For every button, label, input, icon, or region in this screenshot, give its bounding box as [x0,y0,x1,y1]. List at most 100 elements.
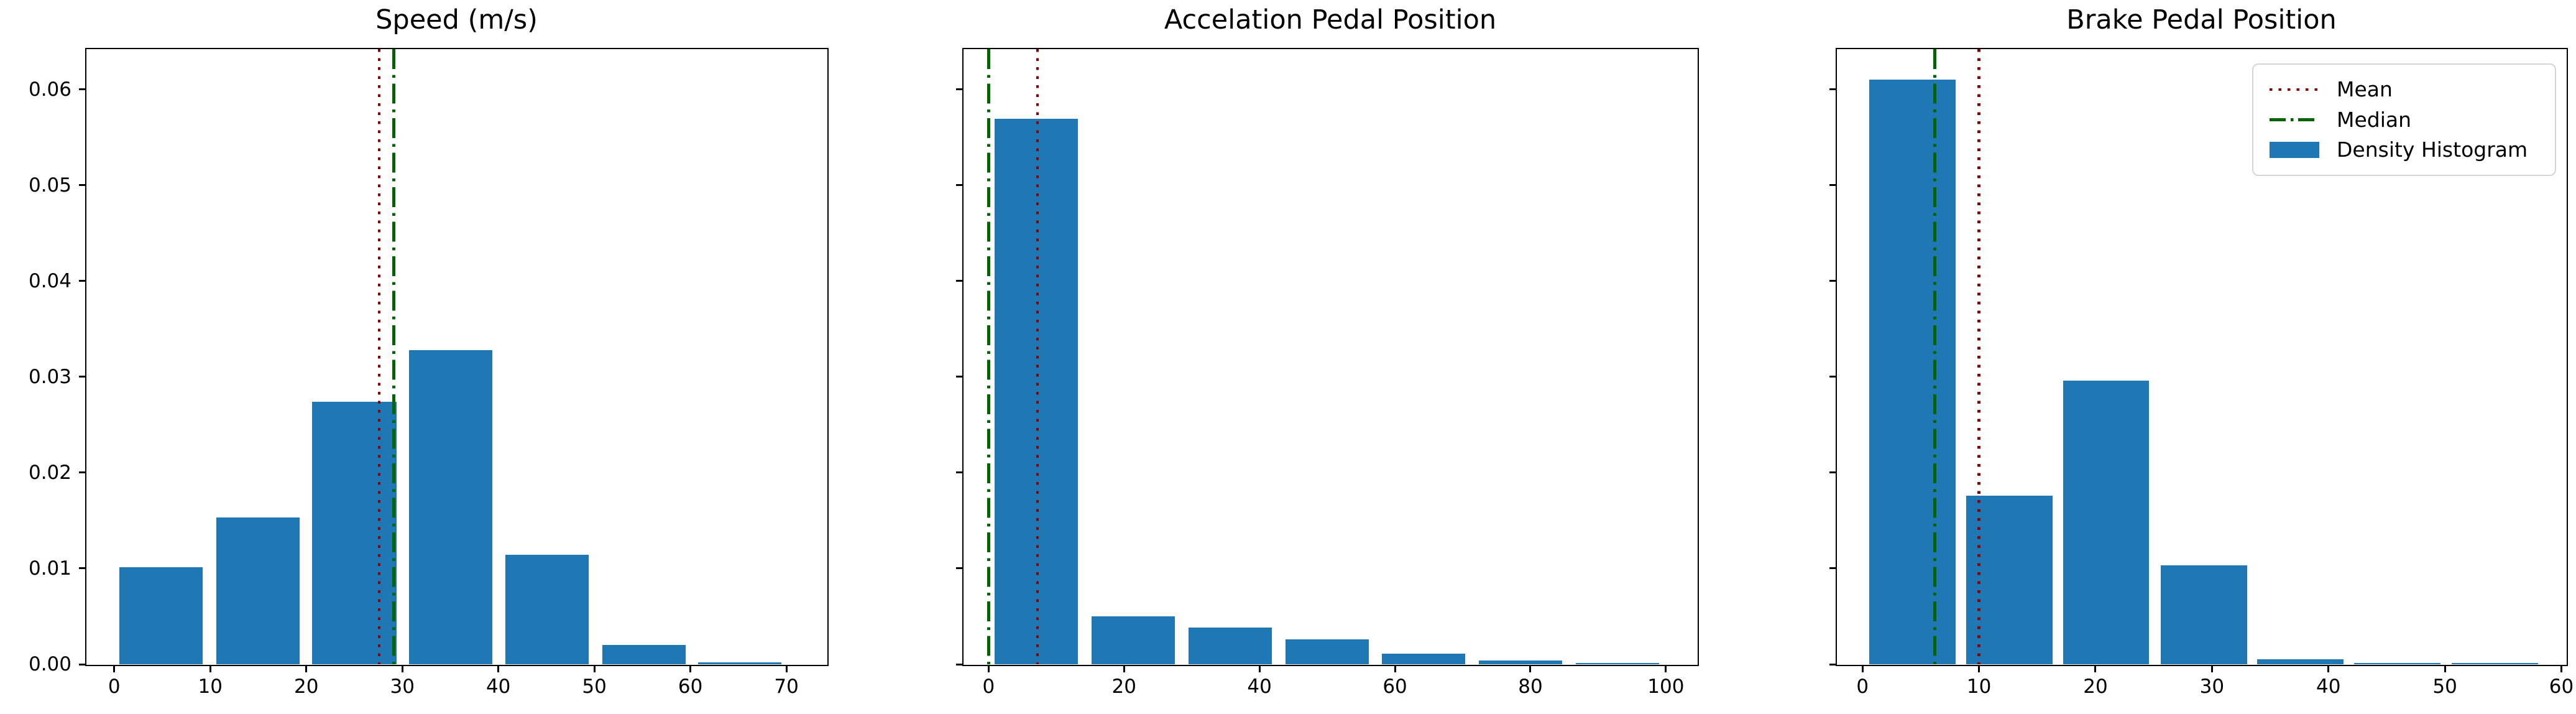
x-tick [2444,665,2446,672]
histogram-bar [1575,663,1659,664]
x-tick [401,665,403,672]
x-tick [987,665,990,672]
histogram-bar [119,567,203,664]
histogram-bar [2452,663,2539,664]
y-tick [1829,567,1836,570]
median-line [987,49,990,664]
x-tick [2094,665,2097,672]
histogram-bar [2257,659,2344,664]
x-tick-label: 40 [1247,675,1272,698]
x-tick-label: 30 [2199,675,2225,698]
x-tick [1978,665,1980,672]
x-tick-label: 60 [1382,675,1407,698]
y-tick [78,376,85,378]
x-tick-label: 100 [1647,675,1685,698]
x-tick [1861,665,1864,672]
x-tick [497,665,500,672]
x-tick [305,665,308,672]
x-tick [2210,665,2213,672]
y-tick [78,471,85,474]
y-tick [78,184,85,187]
histogram-bar [1285,639,1369,664]
y-tick [1829,471,1836,474]
x-tick [2327,665,2330,672]
x-tick-label: 60 [2549,675,2574,698]
x-tick-label: 50 [582,675,607,698]
legend-label: Mean [2337,77,2393,101]
y-tick-label: 0.02 [28,461,71,484]
x-tick [689,665,692,672]
histogram-bar [2160,565,2247,664]
y-tick [955,280,962,282]
y-tick [78,88,85,91]
x-tick [1258,665,1261,672]
x-tick-label: 60 [678,675,703,698]
subplot-title: Accelation Pedal Position [1164,4,1497,35]
legend-item: Median [2270,106,2539,134]
y-tick [955,184,962,187]
x-tick [113,665,116,672]
x-tick [1665,665,1667,672]
histogram-bar [312,401,397,664]
histogram-bar [409,350,493,664]
histogram-bar [1479,660,1563,664]
y-tick [1829,88,1836,91]
x-tick [593,665,596,672]
subplot-title: Speed (m/s) [375,4,538,35]
y-tick [955,376,962,378]
y-tick-label: 0.04 [28,269,71,292]
histogram-bar [1382,654,1466,664]
y-tick [1829,184,1836,187]
histogram-bar [2353,663,2440,664]
histogram-bar [1091,616,1175,664]
legend: Mean Median Density Histogram [2252,63,2556,176]
histogram-bar [602,645,686,664]
histogram-bar [216,517,300,664]
x-tick-label: 0 [982,675,995,698]
y-tick [78,280,85,282]
x-tick-label: 0 [1856,675,1869,698]
mean-line [1977,49,1980,664]
y-tick [78,567,85,570]
y-tick [955,567,962,570]
x-tick [209,665,211,672]
x-tick-label: 10 [1966,675,1992,698]
y-tick-label: 0.01 [28,557,71,580]
x-tick [785,665,788,672]
legend-item: Density Histogram [2270,136,2539,164]
x-tick-label: 20 [294,675,319,698]
y-tick [1829,376,1836,378]
legend-swatch-density-histogram-icon [2270,142,2319,158]
y-tick-label: 0.00 [28,653,71,675]
y-tick-label: 0.03 [28,365,71,388]
histogram-bar [505,555,589,664]
x-tick [2560,665,2562,672]
y-tick [1829,663,1836,665]
legend-swatch-median-icon [2270,118,2319,121]
y-tick [1829,280,1836,282]
y-tick [955,663,962,665]
x-tick [1123,665,1125,672]
histogram-bar [1188,628,1272,664]
x-tick-label: 40 [485,675,511,698]
legend-item: Mean [2270,76,2539,103]
x-tick-label: 20 [2083,675,2108,698]
median-line [1933,49,1936,664]
y-tick-label: 0.06 [28,78,71,101]
legend-label: Density Histogram [2337,137,2528,162]
subplot-title: Brake Pedal Position [2066,4,2337,35]
histogram-bar [2063,381,2150,664]
y-tick-label: 0.05 [28,174,71,197]
y-tick [955,88,962,91]
y-tick [78,663,85,665]
histogram-bar [1869,80,1956,664]
x-tick-label: 50 [2432,675,2457,698]
legend-label: Median [2337,107,2412,132]
x-tick [1394,665,1396,672]
x-tick-label: 30 [390,675,415,698]
mean-line [1036,49,1039,664]
median-line [392,49,395,664]
x-tick-label: 80 [1518,675,1543,698]
x-tick [1529,665,1532,672]
